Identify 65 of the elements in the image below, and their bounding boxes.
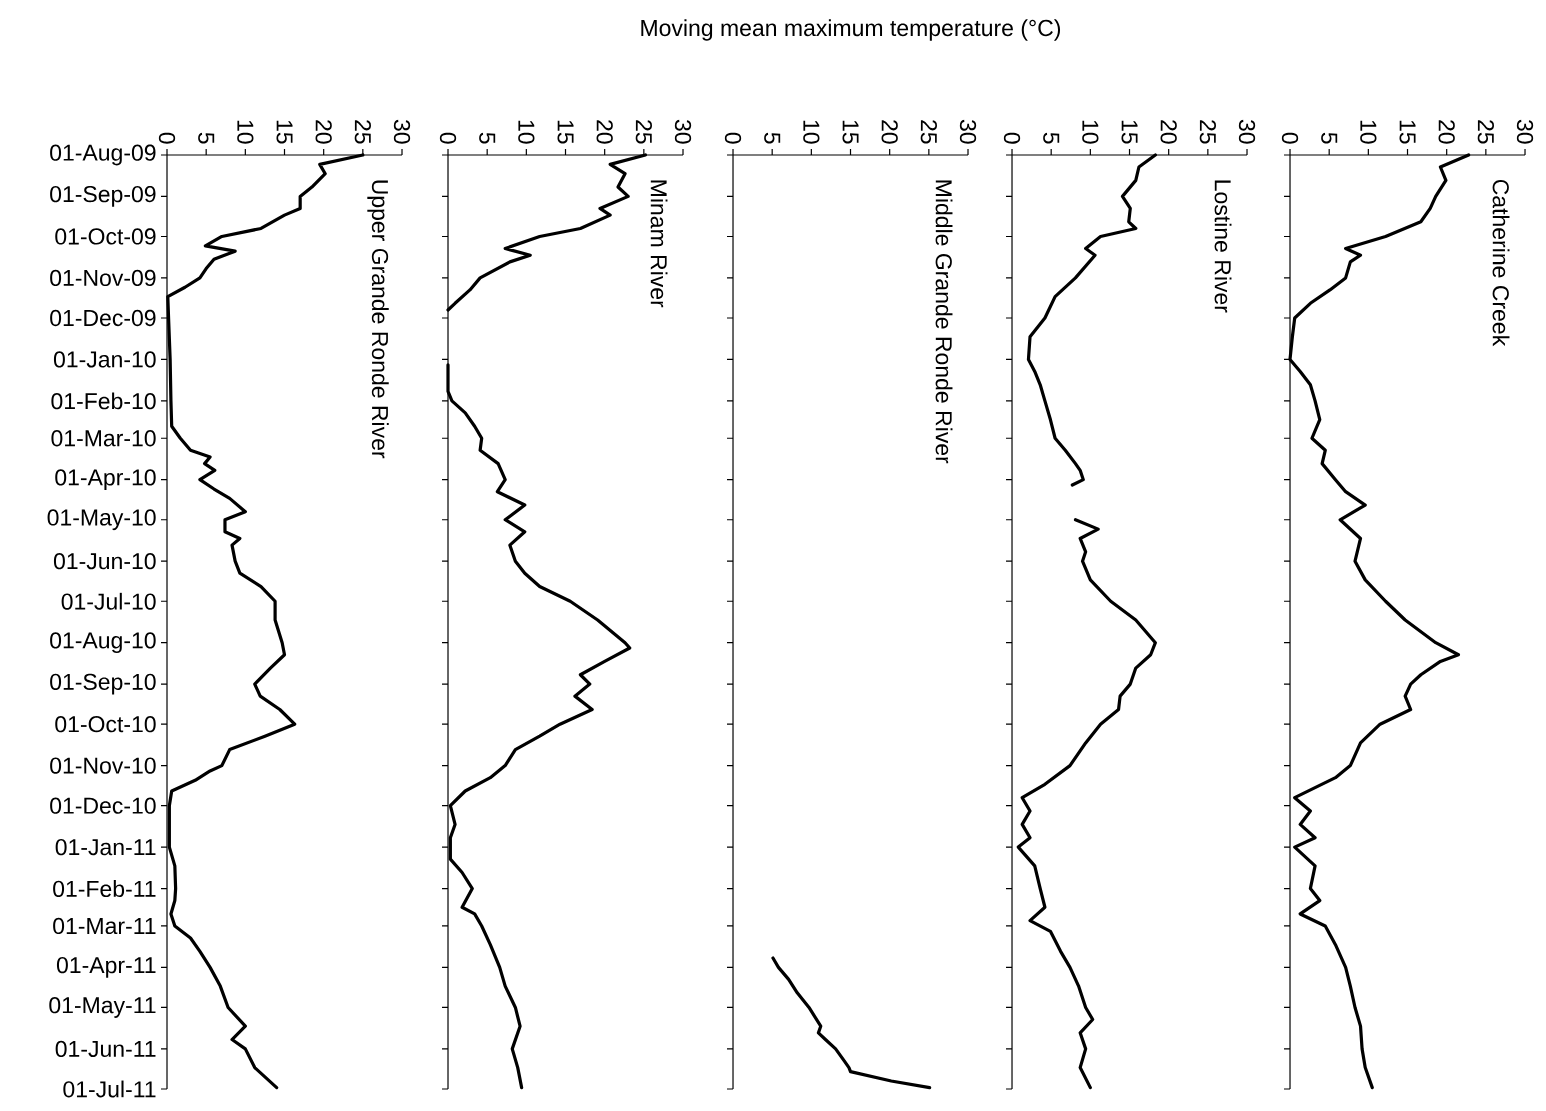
y-tick-label: 01-Dec-09 [50,309,156,327]
x-tick-label: 5 [1043,132,1060,144]
text: Lostine River [1214,180,1232,313]
x-tick-label: 15 [276,120,293,144]
y-tick-label: 01-Jun-10 [53,553,156,570]
x-tick-label: 20 [315,120,332,144]
y-tick-label: 01-Sep-09 [50,185,156,207]
x-tick-label: 0 [724,132,742,144]
x-axis-title: Moving mean maximum temperature (°C) [641,19,1061,41]
x-tick-label: 25 [635,120,652,144]
x-tick-label: 5 [764,132,781,144]
y-tick-label: 01-Nov-10 [50,757,156,774]
y-tick-label: 01-Feb-11 [53,880,156,897]
y-tick-label: 01-Jan-10 [53,351,156,368]
x-tick-label: 25 [1477,120,1494,144]
y-tick-label: 01-Jun-11 [55,1040,156,1058]
y-tick-label: 01-Nov-09 [50,269,156,287]
x-tick-label: 10 [1082,120,1099,144]
x-tick-label: 0 [158,132,176,144]
y-tick-label: 01-Feb-10 [51,392,156,410]
y-tick-label: 01-Apr-11 [56,956,156,978]
x-tick-label: 30 [1238,119,1256,144]
y-tick-label: 01-Jul-11 [63,1080,156,1098]
text: Minam River [650,180,668,308]
x-tick-label: 30 [674,119,692,144]
x-tick-label: 15 [842,120,859,144]
y-tick-label: 01-Jan-11 [55,838,156,856]
text: Upper Grande Ronde River [367,180,389,459]
y-tick-label: 01-May-11 [49,997,156,1018]
x-tick-label: 10 [237,120,254,144]
x-tick-label: 15 [557,120,574,144]
y-tick-label: 01-Oct-10 [55,716,156,733]
x-tick-label: 20 [596,120,613,144]
x-tick-label: 10 [803,120,820,144]
x-tick-label: 20 [1160,120,1177,144]
x-tick-label: 15 [1399,120,1416,144]
x-tick-label: 5 [479,132,496,144]
x-tick-label: 0 [1003,132,1021,144]
y-tick-label: 01-Mar-11 [53,917,156,935]
y-tick-label: 01-Mar-10 [51,430,156,447]
x-tick-label: 25 [354,120,371,144]
x-tick-label: 10 [1360,120,1377,144]
x-tick-label: 0 [1281,132,1299,144]
x-tick-label: 30 [959,119,977,144]
y-tick-label: 01-Aug-10 [50,632,156,654]
x-tick-label: 30 [393,119,411,144]
y-tick-label: 01-Oct-09 [55,228,156,245]
y-tick-label: 01-Jul-10 [61,592,156,610]
x-tick-label: 20 [1438,120,1455,144]
x-tick-label: 5 [1321,132,1338,144]
text: Catherine Creek [1492,179,1510,347]
y-tick-label: 01-May-10 [47,509,156,531]
x-tick-label: 10 [518,120,535,144]
y-tick-label: 01-Aug-09 [50,144,156,166]
x-tick-label: 25 [920,120,937,144]
x-tick-label: 20 [881,120,898,144]
x-tick-label: 15 [1121,120,1138,144]
y-tick-label: 01-Apr-10 [55,469,156,491]
y-tick-label: 01-Sep-10 [50,673,156,695]
x-tick-label: 0 [439,132,457,144]
x-tick-label: 30 [1516,119,1534,144]
y-tick-label: 01-Dec-10 [50,797,156,814]
x-tick-label: 25 [1199,120,1216,144]
text: Middle Grande Ronde River [935,180,953,464]
x-tick-label: 5 [198,132,215,144]
